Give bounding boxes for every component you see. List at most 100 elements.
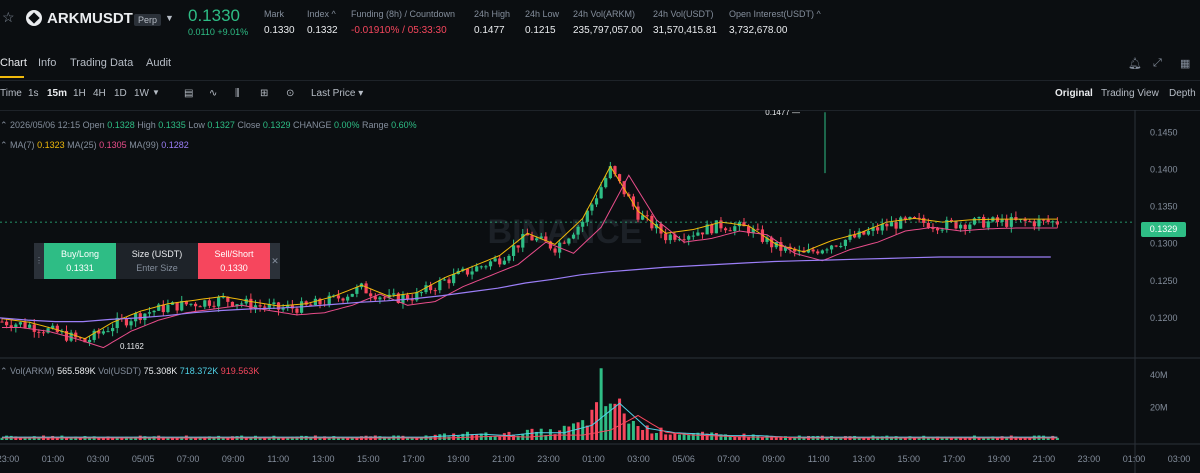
volume-bar (115, 437, 119, 440)
perp-badge: Perp (134, 14, 162, 26)
stat-value: 0.1215 (525, 25, 556, 36)
interval-15m[interactable]: 15m (47, 88, 68, 99)
view-original[interactable]: Original (1055, 88, 1093, 99)
candle-body (539, 236, 543, 239)
volume-bar (866, 437, 870, 440)
candle-body (548, 241, 553, 249)
buy-long-button[interactable]: Buy/Long 0.1331 (44, 243, 116, 279)
volume-bar (1046, 437, 1050, 440)
candle-body (959, 224, 963, 229)
volume-bar (567, 426, 571, 440)
header: ☆ ARKMUSDT Perp ▼ 0.1330 0.0110 +9.01% M… (0, 0, 1200, 46)
y-tick-label: 0.1400 (1150, 164, 1178, 174)
volume-bar (599, 368, 603, 440)
candle-body (9, 325, 13, 328)
stat-value: 31,570,415.81 (653, 25, 717, 36)
candle-body (438, 280, 442, 291)
candle-body (1028, 221, 1032, 223)
candle-body (673, 234, 677, 240)
high-marker: 0.1477 — (765, 110, 800, 117)
volume-bar (498, 436, 502, 440)
tab-chart[interactable]: Chart (0, 57, 27, 69)
candle-body (742, 222, 746, 227)
volume-bar (691, 433, 695, 440)
candle-type-icon[interactable]: ⫼ (235, 88, 240, 99)
y-tick-label: 0.1250 (1150, 276, 1178, 286)
volume-bar (530, 428, 534, 440)
stat-index[interactable]: Index ^ 0.1332 (307, 9, 338, 36)
volume-bar (465, 431, 469, 440)
price-chart[interactable]: BINANCE 0.1450 0.1400 0.1350 0.1300 0.1250 0.1… (0, 110, 1200, 473)
candle-body (677, 239, 682, 241)
volume-bar (78, 437, 82, 440)
tab-info[interactable]: Info (38, 57, 57, 69)
volume-bar (65, 437, 69, 440)
stat-label: Mark (264, 9, 284, 19)
tab-audit[interactable]: Audit (146, 57, 172, 69)
expand-icon[interactable]: ⤢ (1153, 57, 1162, 69)
candle-body (940, 229, 944, 231)
x-tick-label: 21:00 (1033, 454, 1056, 464)
favorite-star-icon[interactable]: ☆ (2, 9, 15, 25)
volume-bar (258, 437, 262, 440)
volume-bar (355, 438, 359, 440)
interval-1d[interactable]: 1D (114, 88, 127, 99)
stat-value: 235,797,057.00 (573, 25, 643, 36)
grid-icon[interactable]: ▦ (1180, 58, 1191, 70)
candle-body (1032, 221, 1036, 227)
x-tick-label: 05/05 (132, 454, 155, 464)
y-tick-label: 0.1300 (1150, 239, 1178, 249)
candle-body (175, 302, 179, 311)
candle-body (493, 258, 497, 262)
view-trading-view[interactable]: Trading View (1101, 88, 1159, 99)
x-tick-label: 03:00 (627, 454, 650, 464)
sell-short-button[interactable]: Sell/Short 0.1330 (198, 243, 270, 279)
volume-bar (668, 434, 672, 440)
symbol-name[interactable]: ARKMUSDT (47, 10, 133, 27)
drag-handle-icon[interactable]: ⋮ (34, 243, 44, 279)
volume-bar (728, 435, 732, 440)
view-depth[interactable]: Depth (1169, 88, 1196, 99)
chart-toolbar: Time 1s 15m 1H 4H 1D 1W ▼ ▤ ∿ ⫼ ⊞ ⊙ Last… (0, 88, 1200, 104)
volume-bar (281, 437, 285, 440)
chevron-down-icon[interactable]: ▼ (165, 13, 174, 23)
price-type-select[interactable]: Last Price ▾ (311, 88, 364, 99)
size-input[interactable]: Size (USDT) Enter Size (116, 243, 198, 279)
stat-open-interest[interactable]: Open Interest(USDT) ^ 3,732,678.00 (729, 9, 821, 36)
volume-bar (387, 437, 391, 440)
candle-body (530, 235, 534, 241)
volume-bar (419, 437, 423, 440)
candle-body (747, 226, 751, 234)
close-icon[interactable]: ✕ (270, 243, 280, 279)
candle-body (1037, 219, 1041, 227)
quick-order-panel: ⋮ Buy/Long 0.1331 Size (USDT) Enter Size… (34, 243, 280, 279)
candle-body (880, 223, 884, 231)
indicator-icon[interactable]: ∿ (209, 88, 218, 99)
stat-value: 0.1332 (307, 25, 338, 36)
x-tick-label: 15:00 (357, 454, 380, 464)
candle-body (498, 258, 502, 265)
candle-body (392, 293, 396, 295)
layout-icon[interactable]: ⊞ (260, 88, 269, 99)
calendar-icon[interactable]: ▤ (184, 88, 194, 99)
volume-tick-label: 20M (1150, 402, 1168, 412)
chevron-down-icon[interactable]: ▼ (152, 88, 160, 97)
candle-body (267, 304, 271, 308)
candle-body (511, 245, 516, 256)
candle-body (286, 305, 290, 308)
interval-4h[interactable]: 4H (93, 88, 106, 99)
candle-body (253, 305, 258, 310)
volume-bar (899, 437, 903, 440)
interval-1h[interactable]: 1H (73, 88, 86, 99)
candle-body (613, 166, 617, 175)
interval-1s[interactable]: 1s (28, 88, 39, 99)
bell-icon[interactable]: 🔔︎ (1128, 58, 1142, 70)
candle-body (405, 294, 410, 300)
interval-time[interactable]: Time (0, 88, 22, 99)
tab-trading-data[interactable]: Trading Data (70, 57, 134, 69)
candle-body (1046, 219, 1050, 223)
interval-1w[interactable]: 1W (134, 88, 149, 99)
settings-icon[interactable]: ⊙ (286, 88, 295, 99)
volume-bar (1023, 437, 1027, 440)
x-tick-label: 01:00 (1123, 454, 1146, 464)
